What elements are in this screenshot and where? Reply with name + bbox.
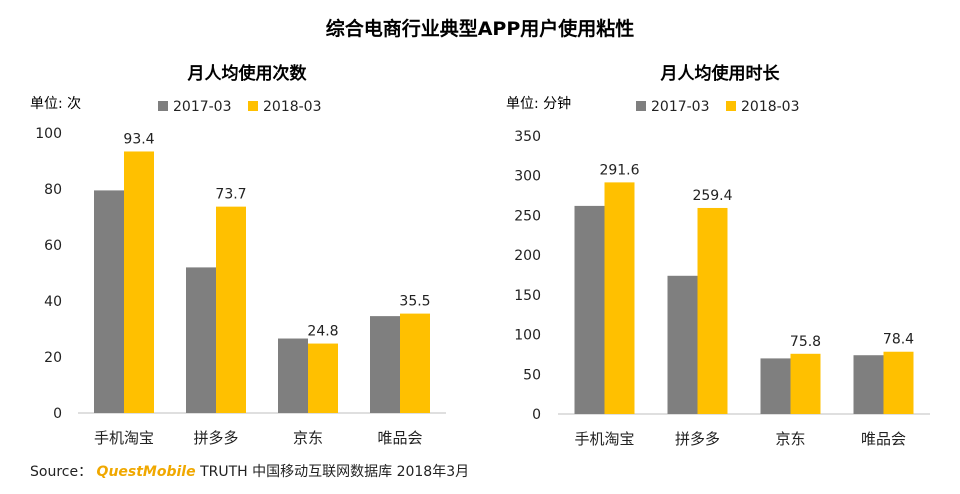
y-tick-label: 60	[44, 238, 62, 254]
x-tick-label: 京东	[293, 429, 323, 447]
bar-2017-03-拼多多	[186, 267, 216, 413]
bar-2017-03-京东	[278, 338, 308, 413]
bar-2018-03-拼多多	[697, 207, 728, 414]
data-label: 73.7	[215, 187, 246, 203]
source-note: Source： QuestMobile TRUTH 中国移动互联网数据库 201…	[30, 461, 469, 481]
legend-swatch-2017-03	[636, 101, 646, 111]
y-tick-label: 250	[514, 208, 541, 224]
y-tick-label: 300	[514, 169, 541, 185]
bar-2017-03-唯品会	[853, 355, 884, 414]
bar-2018-03-唯品会	[883, 351, 914, 414]
y-tick-label: 20	[44, 350, 62, 366]
bar-2018-03-京东	[790, 353, 821, 414]
data-label: 259.4	[692, 188, 732, 204]
bar-2017-03-手机淘宝	[574, 205, 605, 414]
x-tick-label: 京东	[775, 430, 805, 448]
y-tick-label: 350	[514, 129, 541, 145]
panel-title: 月人均使用次数	[187, 63, 308, 84]
legend-label-2018-03: 2018-03	[263, 99, 322, 115]
x-tick-label: 手机淘宝	[574, 430, 634, 448]
x-tick-label: 拼多多	[193, 429, 238, 447]
x-tick-label: 拼多多	[675, 430, 720, 448]
legend-swatch-2018-03	[726, 101, 736, 111]
legend-swatch-2017-03	[158, 101, 168, 111]
legend-label-2017-03: 2017-03	[173, 99, 232, 115]
legend-swatch-2018-03	[248, 101, 258, 111]
legend-label-2018-03: 2018-03	[741, 99, 800, 115]
data-label: 93.4	[123, 131, 154, 147]
x-tick-label: 唯品会	[861, 430, 906, 448]
bar-2018-03-手机淘宝	[124, 151, 154, 414]
bar-2018-03-唯品会	[400, 313, 430, 413]
y-tick-label: 50	[523, 367, 541, 383]
y-tick-label: 80	[44, 182, 62, 198]
unit-label: 单位: 次	[30, 96, 81, 112]
bar-2017-03-拼多多	[667, 275, 698, 414]
bar-2017-03-手机淘宝	[94, 190, 124, 413]
panel-title: 月人均使用时长	[660, 63, 781, 84]
bar-2018-03-手机淘宝	[604, 182, 635, 414]
bar-2017-03-京东	[760, 358, 791, 414]
data-label: 35.5	[399, 294, 430, 310]
bar-2018-03-京东	[308, 343, 338, 413]
y-tick-label: 100	[35, 126, 62, 142]
legend-label-2017-03: 2017-03	[651, 99, 710, 115]
bar-2018-03-拼多多	[216, 206, 246, 413]
source-label: Source：	[30, 464, 93, 480]
y-tick-label: 200	[514, 248, 541, 264]
source-text: TRUTH 中国移动互联网数据库 2018年3月	[200, 464, 470, 480]
data-label: 78.4	[883, 332, 914, 348]
brand-logo-text: QuestMobile	[96, 464, 196, 480]
y-tick-label: 150	[514, 288, 541, 304]
data-label: 75.8	[790, 334, 821, 350]
data-label: 291.6	[599, 162, 639, 178]
y-tick-label: 0	[532, 407, 541, 423]
data-label: 24.8	[307, 324, 338, 340]
bar-2017-03-唯品会	[370, 316, 400, 413]
y-tick-label: 0	[53, 406, 62, 422]
y-tick-label: 100	[514, 328, 541, 344]
main-title: 综合电商行业典型APP用户使用粘性	[325, 18, 635, 40]
y-tick-label: 40	[44, 294, 62, 310]
x-tick-label: 手机淘宝	[94, 429, 154, 447]
unit-label: 单位: 分钟	[506, 95, 571, 112]
x-tick-label: 唯品会	[377, 429, 422, 447]
